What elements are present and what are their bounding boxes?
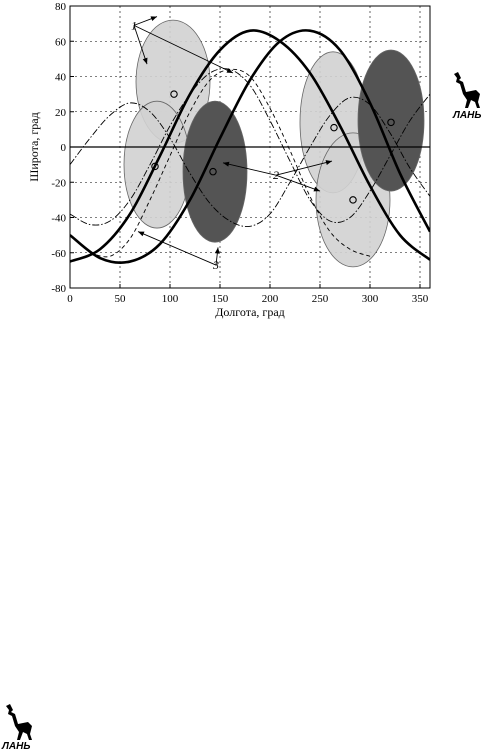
y-tick-label: 40 bbox=[55, 72, 67, 84]
y-tick-label: 20 bbox=[55, 107, 67, 119]
deer-icon: ЛАНЬ bbox=[1, 704, 32, 752]
x-axis-ticks: 0 50 100 150 200 250 300 350 bbox=[67, 284, 429, 305]
callout-leader bbox=[137, 231, 217, 266]
series-ground-track-thick bbox=[70, 29, 430, 263]
callout-arrowhead bbox=[325, 160, 332, 165]
deer-icon: ЛАНЬ bbox=[452, 72, 481, 121]
callout-leader bbox=[133, 24, 234, 74]
x-tick-label: 150 bbox=[212, 293, 229, 305]
x-axis-label: Долгота, град bbox=[215, 305, 285, 319]
publisher-logo: ЛАНЬ bbox=[448, 68, 487, 121]
x-tick-label: 50 bbox=[115, 293, 127, 305]
callout-arrowhead bbox=[150, 16, 157, 22]
marker-circle bbox=[170, 90, 178, 98]
series-track-dash-dot bbox=[70, 96, 430, 228]
markers bbox=[151, 90, 395, 204]
callouts: 123 bbox=[131, 16, 333, 272]
series-track-dash-dot bbox=[70, 68, 430, 226]
callout-arrowhead bbox=[313, 186, 320, 192]
marker-circle bbox=[349, 196, 357, 204]
x-tick-label: 350 bbox=[412, 293, 429, 305]
callout-arrowhead bbox=[226, 68, 233, 73]
x-tick-label: 0 bbox=[67, 293, 73, 305]
y-tick-label: 60 bbox=[55, 36, 67, 48]
y-tick-label: -20 bbox=[51, 177, 66, 189]
footprints bbox=[123, 19, 425, 268]
y-tick-label: 0 bbox=[61, 142, 67, 154]
series-ground-track-thick bbox=[70, 29, 430, 264]
y-axis-label: Широта, град bbox=[27, 112, 41, 181]
callout-arrowhead bbox=[214, 247, 220, 254]
logo-text: ЛАНЬ bbox=[1, 741, 30, 750]
chart-figure: 0 50 100 150 200 250 300 350 -80 -60 -40 -20 0 20 40 6… bbox=[0, 0, 487, 330]
series-track-dashed bbox=[89, 68, 371, 258]
callout-leader bbox=[275, 160, 333, 176]
y-tick-label: -40 bbox=[51, 213, 66, 225]
callout-leader bbox=[222, 162, 277, 176]
marker-circle bbox=[151, 162, 159, 171]
callout-arrowhead bbox=[142, 57, 148, 65]
footprint-dark bbox=[182, 100, 248, 243]
y-tick-label: -60 bbox=[51, 248, 66, 260]
y-tick-label: -80 bbox=[51, 283, 66, 295]
publisher-logo-bottom: ЛАНЬ bbox=[0, 700, 40, 752]
tracks bbox=[70, 29, 430, 264]
x-tick-label: 200 bbox=[262, 293, 279, 305]
marker-circle bbox=[330, 123, 338, 132]
logo-text: ЛАНЬ bbox=[452, 110, 481, 120]
marker-circle bbox=[387, 118, 395, 127]
callout-leader bbox=[275, 174, 321, 192]
callout-arrowhead bbox=[138, 231, 145, 237]
callout-arrowhead bbox=[223, 161, 230, 167]
x-tick-label: 100 bbox=[162, 293, 179, 305]
footprint-dark bbox=[357, 49, 425, 192]
marker-circle bbox=[209, 167, 217, 176]
plot-area bbox=[70, 19, 430, 268]
y-tick-label: 80 bbox=[55, 1, 67, 13]
y-axis-ticks: -80 -60 -40 -20 0 20 40 60 80 bbox=[51, 1, 74, 295]
x-tick-label: 250 bbox=[312, 293, 329, 305]
x-tick-label: 300 bbox=[362, 293, 379, 305]
callout-leader bbox=[133, 25, 148, 65]
